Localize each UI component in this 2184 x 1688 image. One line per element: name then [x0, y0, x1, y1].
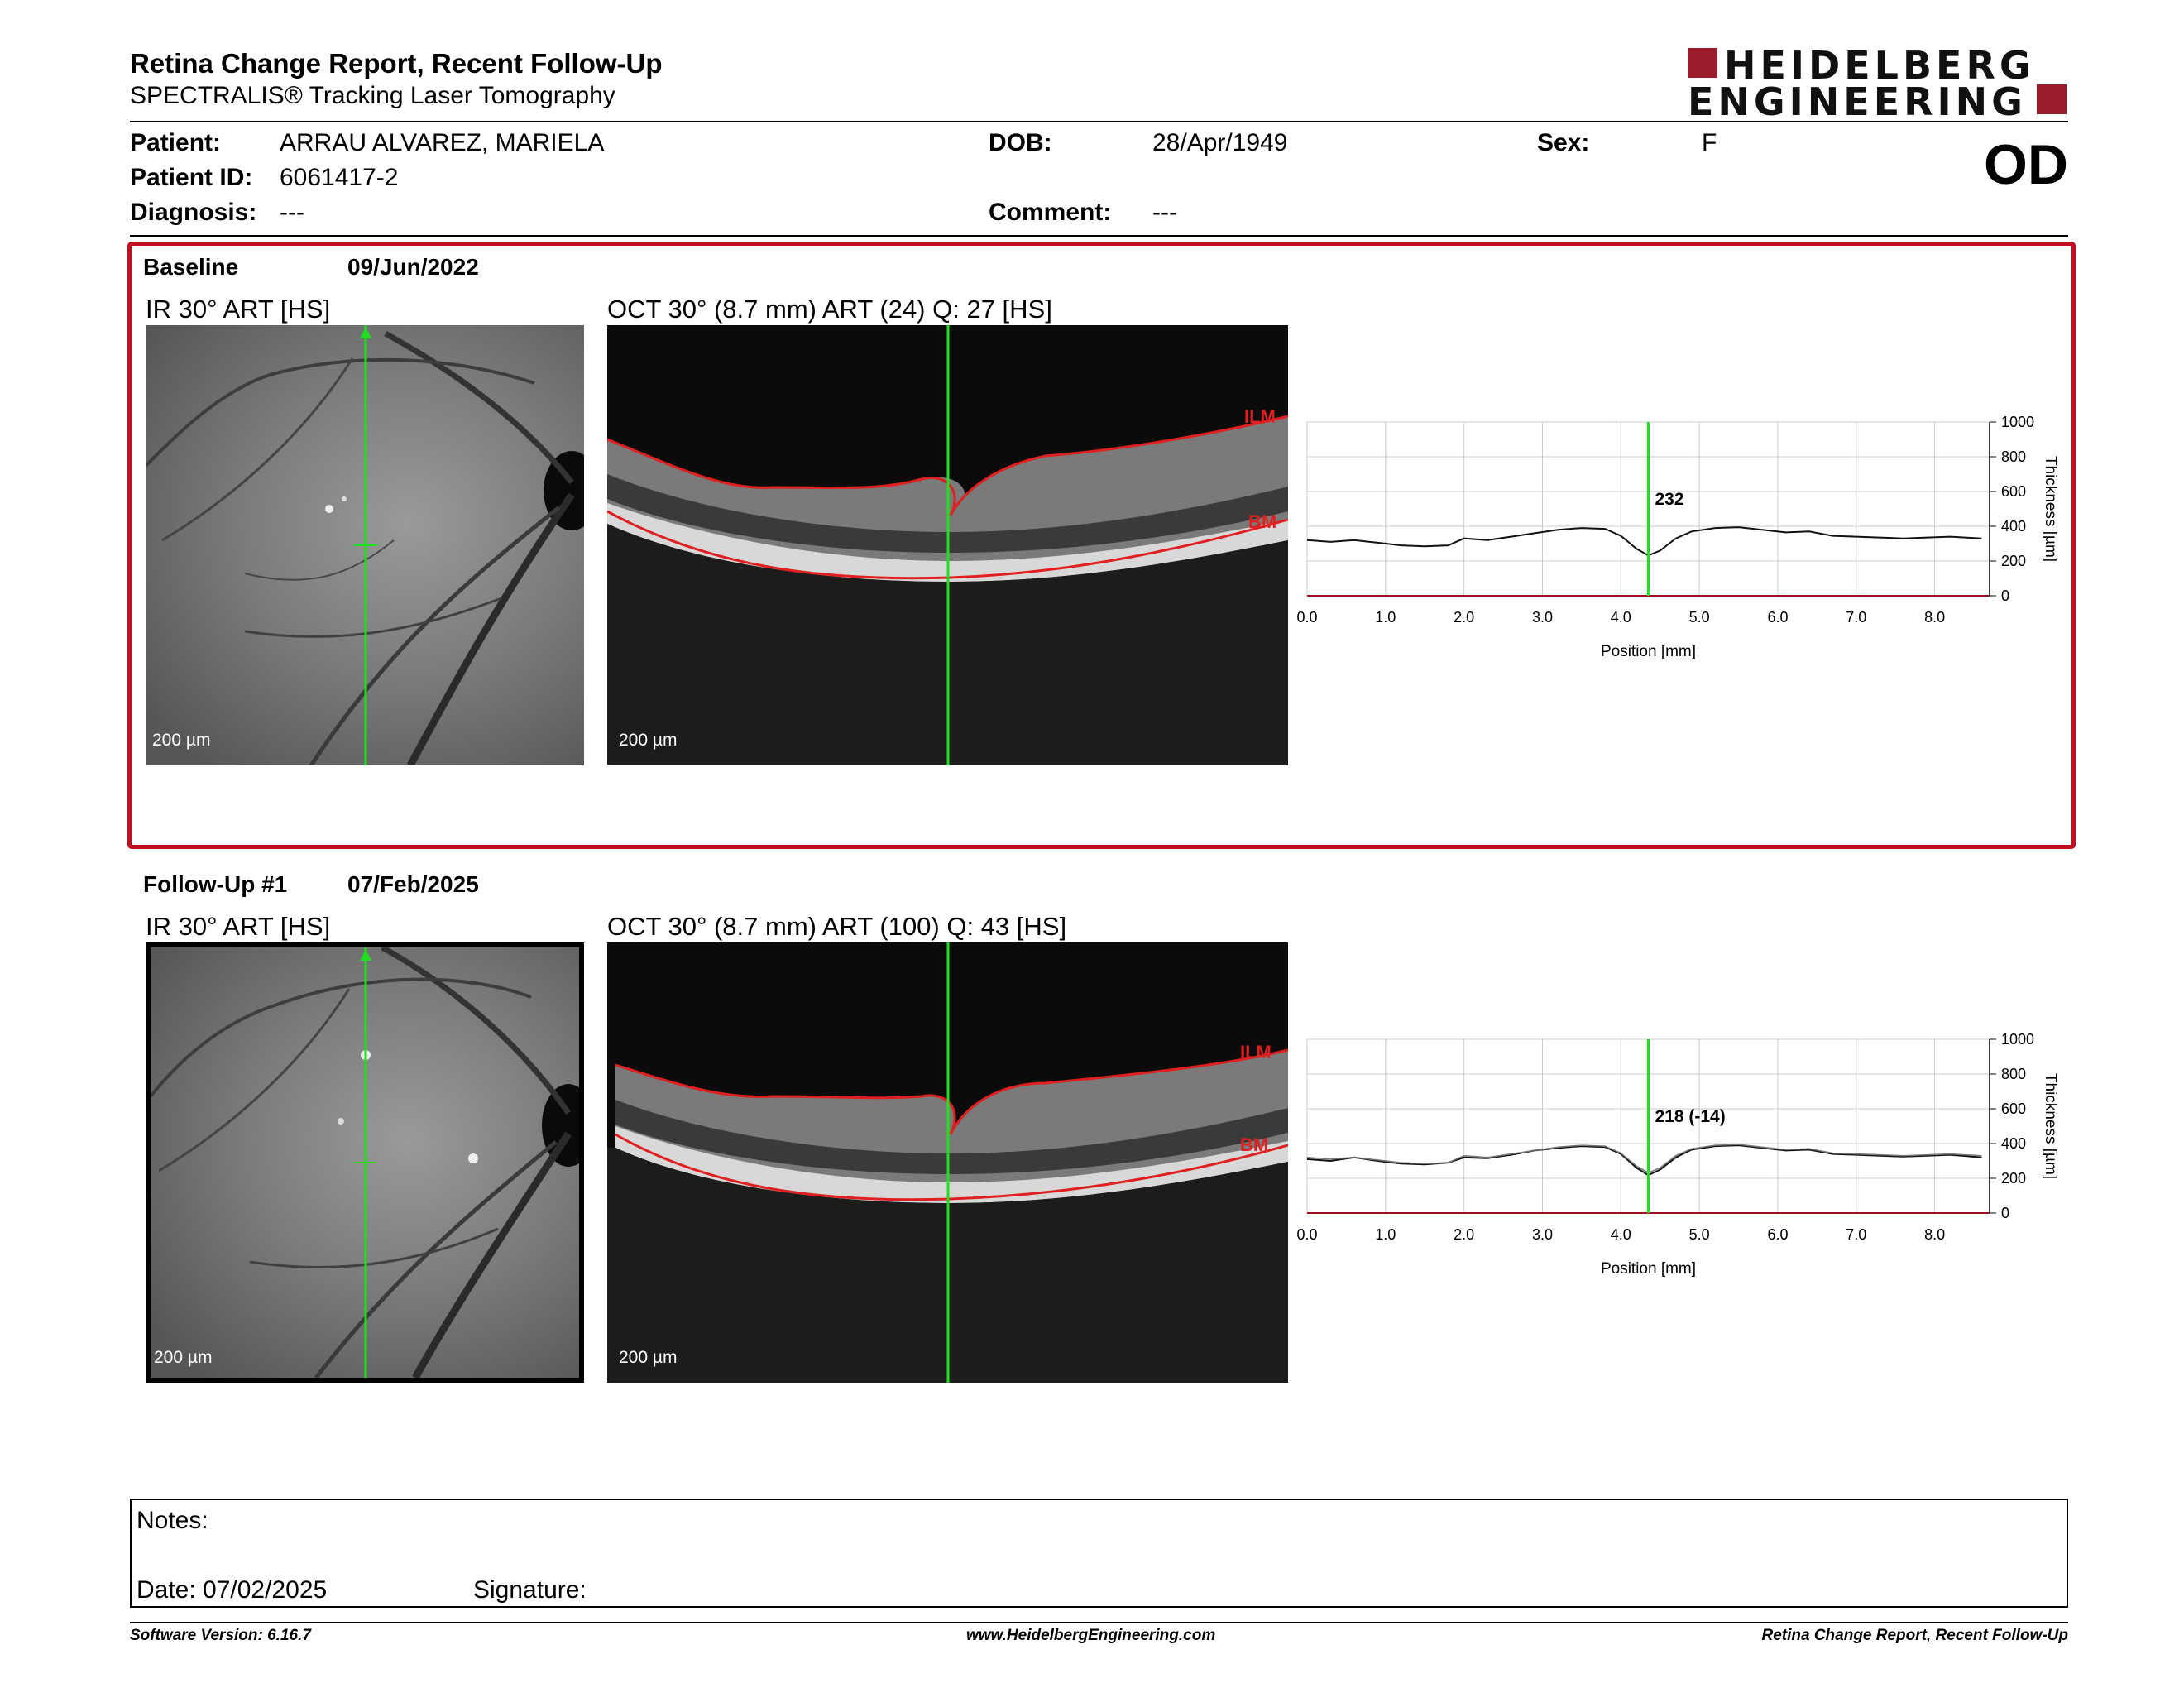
notes-label: Notes:	[136, 1507, 208, 1534]
thickness-line-0	[1306, 1144, 1982, 1177]
diagnosis-label: Diagnosis:	[130, 199, 257, 226]
x-tick-label: 1.0	[1375, 609, 1396, 626]
logo-line-1: HEIDELBERG	[1724, 43, 2035, 88]
x-tick-label: 4.0	[1611, 609, 1631, 626]
x-tick-label: 4.0	[1611, 1226, 1631, 1243]
baseline-thickness-chart: 0.0 1.0 2.0 3.0 4.0 5.0 6.0 7.0 8.0 0 200 400 600 800…	[1296, 414, 2059, 660]
followup-ir-scale: 200 µm	[154, 1348, 213, 1367]
notes-date: Date: 07/02/2025	[136, 1576, 328, 1604]
y-tick-label: 400	[2001, 1135, 2026, 1152]
followup-ir-label: IR 30° ART [HS]	[146, 912, 331, 941]
patient-divider	[130, 235, 2068, 237]
x-tick-label: 5.0	[1689, 1226, 1710, 1243]
patient-name: ARRAU ALVAREZ, MARIELA	[280, 129, 605, 156]
x-axis-label: Position [mm]	[1601, 643, 1696, 660]
baseline-date: 09/Jun/2022	[347, 254, 479, 280]
dob-label: DOB:	[989, 129, 1052, 156]
followup-fundus-vessels	[151, 947, 579, 1378]
baseline-oct-scan: ILM BM	[607, 325, 1288, 765]
followup-bm-label: BM	[1240, 1134, 1268, 1155]
baseline-oct-label: OCT 30° (8.7 mm) ART (24) Q: 27 [HS]	[607, 295, 1052, 324]
x-tick-label: 2.0	[1454, 1226, 1474, 1243]
x-tick-label: 5.0	[1689, 609, 1710, 626]
baseline-ir-scale: 200 µm	[152, 731, 211, 750]
comment-label: Comment:	[989, 199, 1112, 226]
followup-oct-scan: ILM BM	[607, 942, 1288, 1383]
baseline-ilm-label: ILM	[1244, 406, 1276, 427]
y-tick-label: 800	[2001, 1066, 2026, 1082]
eye-indicator: OD	[1984, 133, 2068, 196]
followup-oct-label: OCT 30° (8.7 mm) ART (100) Q: 43 [HS]	[607, 912, 1067, 941]
software-version: Software Version: 6.16.7	[130, 1627, 311, 1644]
y-axis-label: Thickness [µm]	[2042, 456, 2059, 562]
baseline-ir-image: 200 µm	[146, 325, 584, 765]
y-tick-label: 800	[2001, 448, 2026, 465]
diagnosis-value: ---	[280, 199, 304, 226]
patient-label: Patient:	[130, 129, 222, 156]
marker-value-label: 232	[1655, 490, 1684, 509]
report-title: Retina Change Report, Recent Follow-Up	[130, 48, 663, 79]
patient-id: 6061417-2	[280, 164, 399, 191]
followup-ir-image: 200 µm	[146, 942, 584, 1383]
y-tick-label: 600	[2001, 483, 2026, 500]
x-tick-label: 1.0	[1375, 1226, 1396, 1243]
logo-line-2: ENGINEERING	[1688, 79, 2027, 124]
y-tick-label: 1000	[2001, 414, 2034, 430]
sex-value: F	[1702, 129, 1717, 156]
y-tick-label: 0	[2001, 587, 2009, 604]
followup-oct-scale: 200 µm	[619, 1348, 678, 1367]
thickness-line-1	[1306, 1144, 1982, 1174]
baseline-oct-scale: 200 µm	[619, 731, 678, 750]
x-tick-label: 3.0	[1532, 609, 1553, 626]
website-link[interactable]: www.HeidelbergEngineering.com	[966, 1627, 1216, 1644]
baseline-bm-label: BM	[1248, 511, 1276, 532]
x-tick-label: 7.0	[1846, 609, 1866, 626]
x-tick-label: 7.0	[1846, 1226, 1866, 1243]
thickness-line-0	[1306, 526, 1982, 557]
followup-date: 07/Feb/2025	[347, 871, 479, 897]
x-tick-label: 0.0	[1296, 1226, 1317, 1243]
baseline-fundus-vessels	[146, 325, 584, 765]
x-tick-label: 0.0	[1296, 609, 1317, 626]
marker-value-label: 218 (-14)	[1655, 1107, 1726, 1126]
y-tick-label: 1000	[2001, 1031, 2034, 1048]
sex-label: Sex:	[1537, 129, 1590, 156]
y-tick-label: 600	[2001, 1101, 2026, 1117]
baseline-ir-label: IR 30° ART [HS]	[146, 295, 331, 324]
followup-ilm-label: ILM	[1240, 1042, 1272, 1062]
x-tick-label: 3.0	[1532, 1226, 1553, 1243]
x-tick-label: 8.0	[1924, 1226, 1945, 1243]
y-tick-label: 400	[2001, 518, 2026, 535]
followup-thickness-chart: 0.0 1.0 2.0 3.0 4.0 5.0 6.0 7.0 8.0 0 200 400 600 800…	[1296, 1031, 2059, 1278]
x-axis-label: Position [mm]	[1601, 1260, 1696, 1278]
y-axis-label: Thickness [µm]	[2042, 1073, 2059, 1179]
x-tick-label: 6.0	[1767, 1226, 1788, 1243]
dob-value: 28/Apr/1949	[1152, 129, 1288, 156]
baseline-label: Baseline	[143, 254, 239, 280]
x-tick-label: 8.0	[1924, 609, 1945, 626]
header-divider	[130, 121, 2068, 122]
report-subtitle: SPECTRALIS® Tracking Laser Tomography	[130, 82, 615, 109]
baseline-panel	[127, 242, 2076, 849]
notes-box[interactable]: Notes: Date: 07/02/2025 Signature:	[130, 1499, 2068, 1608]
followup-label: Follow-Up #1	[143, 871, 288, 897]
y-tick-label: 200	[2001, 1170, 2026, 1187]
heidelberg-logo: HEIDELBERG ENGINEERING	[1688, 46, 2068, 121]
footer-report-name: Retina Change Report, Recent Follow-Up	[1761, 1627, 2068, 1644]
signature-label: Signature:	[473, 1576, 587, 1604]
x-tick-label: 6.0	[1767, 609, 1788, 626]
comment-value: ---	[1152, 199, 1177, 226]
footer-divider	[130, 1622, 2068, 1623]
patient-id-label: Patient ID:	[130, 164, 253, 191]
x-tick-label: 2.0	[1454, 609, 1474, 626]
y-tick-label: 0	[2001, 1205, 2009, 1221]
followup-oct-image: ILM BM 200 µm	[607, 942, 1288, 1383]
y-tick-label: 200	[2001, 553, 2026, 569]
baseline-oct-image: ILM BM 200 µm	[607, 325, 1288, 765]
